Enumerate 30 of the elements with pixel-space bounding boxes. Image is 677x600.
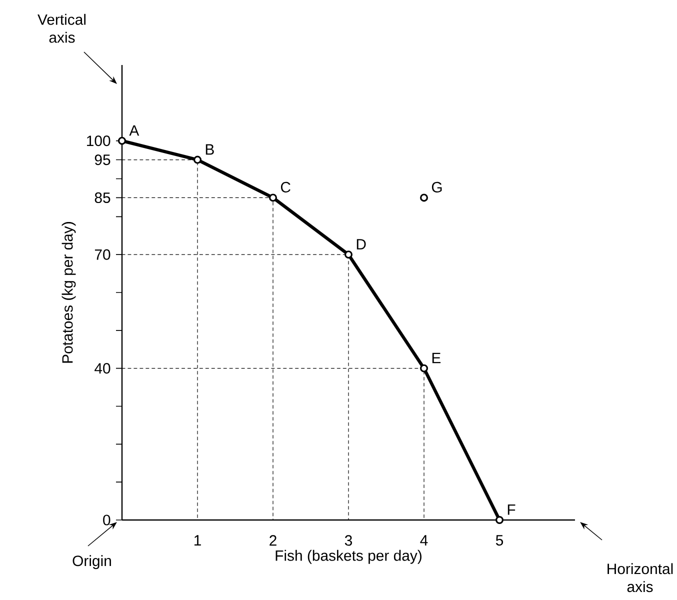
annotation: A <box>129 125 140 136</box>
x-axis-title: Fish (baskets per day) <box>276 550 422 564</box>
point <box>118 136 126 145</box>
text: Origin <box>72 555 111 570</box>
annotation: D <box>356 239 366 250</box>
annotation: B <box>206 144 214 155</box>
point <box>344 250 353 259</box>
text: Horizontal axis <box>608 563 673 592</box>
y-tick-label: 95 <box>94 154 110 166</box>
x-tick-label: 4 <box>420 535 428 546</box>
x-tick-label: 1 <box>194 535 201 546</box>
point <box>496 516 504 524</box>
x-tick-label: 2 <box>270 535 276 546</box>
y-tick-label: 0 <box>103 514 110 526</box>
annotation: E <box>432 352 441 364</box>
point <box>194 156 202 164</box>
point <box>269 194 278 202</box>
point <box>420 194 428 202</box>
annotation: G <box>432 182 442 192</box>
text: Vertical axis <box>38 14 86 43</box>
y-tick-label: 85 <box>94 192 110 203</box>
y-tick-label: 100 <box>87 136 110 146</box>
y-tick-label: 40 <box>94 363 110 374</box>
point <box>420 364 428 372</box>
annotation: F <box>508 504 516 515</box>
annotation: C <box>280 182 290 192</box>
y-tick-label: 70 <box>94 249 110 260</box>
x-tick-label: 5 <box>496 535 504 546</box>
x-tick-label: 3 <box>344 535 352 546</box>
y-axis-title: Potatoes (kg per day) <box>62 222 76 363</box>
